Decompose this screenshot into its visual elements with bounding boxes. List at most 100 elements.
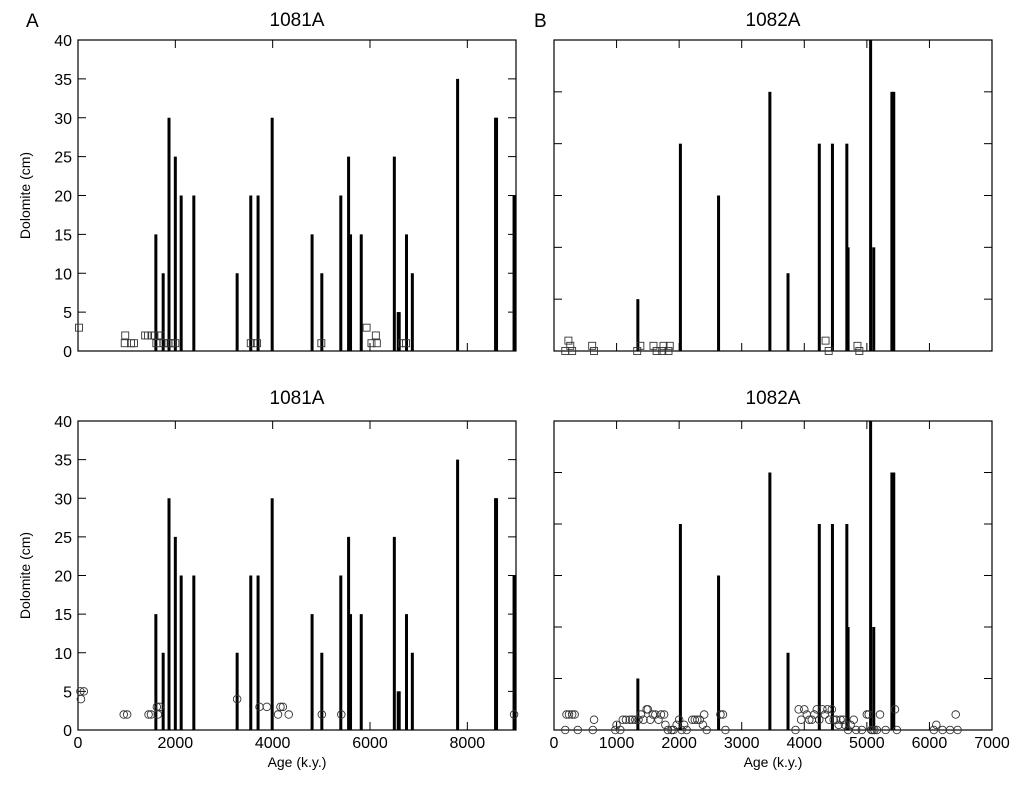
data-point-square (824, 347, 833, 355)
dolomite-bar (179, 195, 183, 351)
data-point-circle (284, 710, 293, 719)
data-point-circle (144, 710, 153, 719)
panel-letter: A (26, 11, 39, 32)
data-point-circle (636, 710, 646, 719)
x-tick-label: 0 (74, 735, 83, 752)
data-point-square (564, 336, 573, 345)
data-point-circle (823, 705, 832, 714)
data-point-circle (337, 710, 346, 719)
dolomite-bar (256, 575, 260, 730)
data-point-circle (682, 725, 691, 735)
y-tick-label: 20 (54, 569, 72, 586)
data-point-circle (805, 715, 814, 724)
data-point-circle (849, 715, 858, 724)
dolomite-bar (397, 691, 401, 730)
data-point-circle (573, 725, 583, 735)
dolomite-bar (154, 614, 158, 730)
plot-frame (77, 39, 517, 352)
data-point-circle (716, 710, 725, 719)
data-point-circle (810, 710, 819, 719)
y-tick-label: 35 (54, 72, 72, 89)
dolomite-bar (405, 614, 408, 730)
dolomite-bar (495, 498, 499, 730)
dolomite-bar (235, 652, 239, 730)
data-point-square (371, 331, 380, 340)
data-point-square (121, 331, 130, 340)
data-point-circle (561, 725, 570, 735)
y-axis-label: Dolomite (cm) (17, 152, 33, 239)
data-point-square (636, 341, 645, 350)
dolomite-bar (173, 156, 177, 351)
dolomite-bar (173, 536, 177, 730)
dolomite-bar (249, 195, 253, 351)
data-point-square (367, 339, 376, 348)
dolomite-bar (869, 40, 873, 351)
y-tick-label: 15 (54, 227, 72, 244)
data-point-circle (669, 725, 678, 735)
data-point-square (317, 339, 326, 348)
y-tick-label: 40 (54, 33, 72, 50)
data-point-circle (870, 725, 879, 735)
dolomite-bar (410, 652, 414, 730)
data-point-circle (796, 715, 806, 724)
data-point-square (590, 347, 598, 355)
dolomite-bar (320, 273, 324, 351)
data-point-circle (646, 715, 655, 724)
panel-1082a-top: B 1082A (534, 10, 993, 355)
data-point-square (120, 339, 129, 348)
data-point-circle (153, 710, 163, 719)
dolomite-bar (817, 143, 821, 351)
data-point-circle (661, 720, 670, 730)
x-tick-label: 4000 (255, 735, 291, 752)
y-axis-label: Dolomite (cm) (17, 532, 33, 619)
data-point-square (362, 323, 371, 332)
data-point-square (372, 339, 381, 348)
data-point-square (855, 347, 864, 355)
dolomite-bar (349, 234, 353, 351)
dolomite-bar (161, 652, 165, 730)
data-point-circle (317, 710, 327, 719)
dolomite-bar (456, 459, 460, 730)
data-point-circle (818, 705, 827, 714)
data-point-circle (951, 710, 960, 719)
dolomite-bar (192, 195, 196, 351)
data-point-square (75, 323, 83, 332)
dolomite-bar (320, 652, 324, 730)
dolomite-bar (456, 78, 460, 351)
dolomite-bar (678, 524, 682, 730)
dolomite-bar (310, 234, 314, 351)
plot-frame (77, 420, 517, 731)
dolomite-bar (892, 91, 896, 351)
dolomite-bar (392, 536, 396, 730)
dolomite-bar (512, 195, 516, 351)
dolomite-bar (167, 498, 171, 730)
x-tick-label: 3000 (724, 735, 760, 752)
dolomite-bar (359, 614, 363, 730)
data-point-circle (631, 715, 640, 724)
dolomite-bar (405, 234, 408, 351)
dolomite-bar (347, 156, 351, 351)
x-axis-label: Age (k.y.) (744, 754, 803, 770)
data-point-circle (621, 715, 631, 724)
data-point-circle (892, 725, 902, 735)
data-point-square (652, 347, 661, 355)
dolomite-bar (270, 117, 274, 351)
dolomite-bar (892, 472, 896, 730)
data-point-circle (718, 710, 728, 719)
data-point-square (156, 331, 165, 340)
data-point-circle (278, 702, 288, 712)
data-point-circle (843, 725, 853, 735)
dolomite-bar (768, 91, 772, 351)
data-point-circle (791, 725, 800, 735)
data-point-square (566, 341, 575, 350)
x-tick-label: 6000 (352, 735, 388, 752)
data-point-circle (872, 725, 882, 735)
y-tick-label: 25 (54, 530, 72, 547)
y-tick-label: 35 (54, 453, 72, 470)
y-tick-label: 30 (54, 111, 72, 128)
data-point-square (171, 339, 180, 348)
dolomite-bar (167, 117, 171, 351)
dolomite-bar (636, 678, 640, 730)
data-point-circle (825, 715, 834, 724)
data-point-circle (679, 720, 689, 730)
